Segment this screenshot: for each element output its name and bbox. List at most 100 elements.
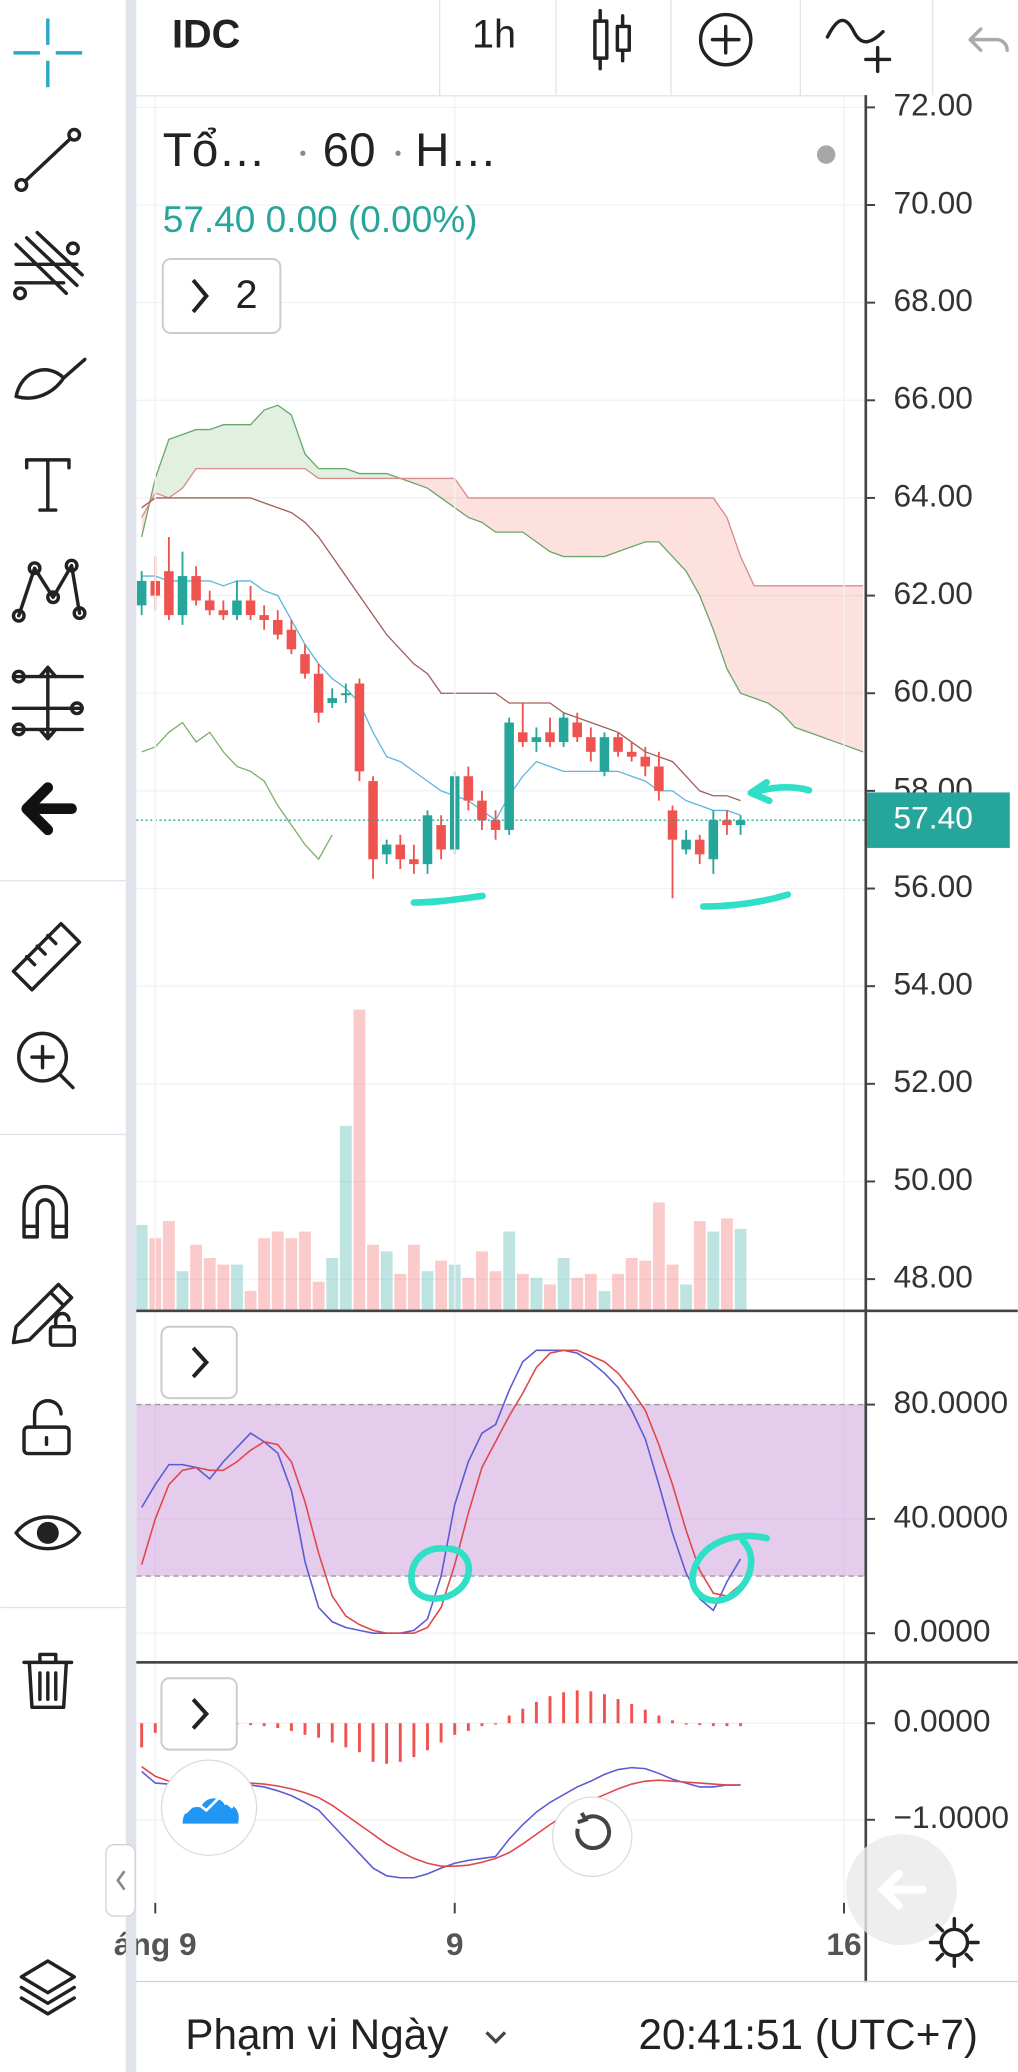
interval[interactable]: 1h bbox=[472, 12, 516, 56]
candle-body bbox=[654, 766, 664, 791]
candle-body bbox=[490, 820, 501, 830]
cloud bbox=[277, 405, 292, 469]
stoch-toggle[interactable] bbox=[160, 1325, 238, 1400]
indicators-toggle[interactable] bbox=[161, 258, 282, 334]
candle-body bbox=[422, 815, 433, 865]
crosshair-tool[interactable] bbox=[13, 18, 83, 88]
volume-bar bbox=[612, 1273, 625, 1311]
legend-exchange: H… bbox=[415, 124, 497, 177]
volume-bar bbox=[557, 1258, 570, 1311]
pattern-tool[interactable] bbox=[11, 558, 87, 623]
histogram-bar bbox=[589, 1691, 593, 1724]
delete-tool[interactable] bbox=[22, 1652, 74, 1710]
macd-toggle[interactable] bbox=[160, 1677, 238, 1751]
cloud bbox=[835, 585, 850, 747]
panel bbox=[136, 106, 866, 1311]
cloud bbox=[849, 585, 864, 752]
ruler-tool[interactable] bbox=[11, 921, 82, 992]
histogram-bar bbox=[643, 1709, 647, 1724]
separator bbox=[670, 0, 672, 96]
range-chevron[interactable] bbox=[485, 2031, 507, 2044]
histogram-bar bbox=[466, 1723, 470, 1731]
candle-body bbox=[722, 820, 732, 826]
brush-tool[interactable] bbox=[14, 357, 87, 400]
volume-bar bbox=[544, 1284, 556, 1311]
x-tick-label: 9 bbox=[446, 1926, 464, 1962]
lock-drawings-tool[interactable] bbox=[11, 1282, 76, 1347]
histogram-bar bbox=[140, 1723, 144, 1748]
candle-body bbox=[300, 654, 310, 674]
settings-button[interactable] bbox=[928, 1916, 980, 1969]
histogram-bar bbox=[534, 1701, 538, 1724]
symbol[interactable]: IDC bbox=[172, 12, 240, 56]
measure-tool[interactable] bbox=[11, 665, 84, 741]
text-tool[interactable] bbox=[24, 458, 71, 512]
candle-body bbox=[164, 571, 174, 616]
layers-tool[interactable] bbox=[19, 1959, 76, 2016]
histogram-bar bbox=[575, 1690, 579, 1724]
volume-bar bbox=[516, 1273, 529, 1311]
chart-style-button[interactable] bbox=[593, 8, 631, 71]
volume-bar bbox=[299, 1231, 311, 1311]
candle-body bbox=[436, 825, 446, 850]
magnet-tool[interactable] bbox=[22, 1184, 69, 1239]
trend-line-tool[interactable] bbox=[14, 127, 82, 193]
zoom-tool[interactable] bbox=[17, 1031, 75, 1090]
separator bbox=[799, 0, 802, 96]
visibility-tool[interactable] bbox=[14, 1515, 82, 1551]
x-tick-label: 16 bbox=[826, 1926, 861, 1962]
y-tick-label: 48.00 bbox=[894, 1258, 973, 1294]
y-tick-label: 52.00 bbox=[894, 1063, 973, 1099]
volume-bar bbox=[639, 1260, 652, 1311]
floating-chart-button[interactable] bbox=[160, 1759, 258, 1856]
add-button[interactable] bbox=[698, 12, 753, 67]
back-tool[interactable] bbox=[21, 782, 77, 836]
kijun bbox=[141, 497, 741, 802]
cloud bbox=[291, 414, 306, 469]
candle-body bbox=[518, 732, 528, 743]
candle-body bbox=[545, 732, 555, 743]
histogram-bar bbox=[330, 1723, 334, 1743]
volume-bar bbox=[503, 1231, 516, 1311]
collapse-tab[interactable] bbox=[105, 1844, 136, 1917]
volume-bar bbox=[162, 1221, 175, 1311]
toolbar-separator bbox=[0, 880, 126, 882]
reset-button[interactable] bbox=[551, 1796, 633, 1878]
cloud bbox=[345, 468, 360, 479]
volume-bar bbox=[421, 1271, 434, 1311]
volume-bar bbox=[258, 1238, 271, 1311]
cloud bbox=[726, 517, 741, 694]
undo-button[interactable] bbox=[968, 27, 1009, 52]
cloud bbox=[359, 473, 374, 479]
y-tick-label: 54.00 bbox=[894, 966, 973, 1002]
volume-bar bbox=[380, 1251, 393, 1311]
span-b bbox=[141, 467, 864, 587]
indicators-button[interactable] bbox=[825, 18, 892, 74]
cloud bbox=[413, 478, 428, 489]
histogram-bar bbox=[357, 1723, 361, 1753]
volume-bar bbox=[707, 1231, 720, 1311]
candle-body bbox=[259, 615, 269, 620]
scroll-latest-button[interactable] bbox=[845, 1834, 957, 1946]
histogram-bar bbox=[698, 1723, 702, 1726]
histogram-bar bbox=[453, 1723, 457, 1735]
histogram-bar bbox=[153, 1723, 157, 1733]
cloud bbox=[373, 473, 387, 479]
candle-body bbox=[477, 800, 487, 821]
volume-bar bbox=[435, 1260, 448, 1311]
cloud bbox=[795, 585, 809, 733]
candle-body bbox=[354, 683, 365, 772]
volume-bar bbox=[244, 1291, 257, 1311]
y-tick-label: 40.0000 bbox=[894, 1498, 1009, 1534]
candle-body bbox=[286, 629, 297, 650]
volume-bar bbox=[625, 1258, 638, 1311]
cloud bbox=[740, 556, 755, 699]
histogram-bar bbox=[630, 1703, 634, 1724]
range-selector[interactable]: Phạm vi Ngày bbox=[185, 2011, 449, 2058]
cloud bbox=[645, 497, 659, 542]
unlock-tool[interactable] bbox=[22, 1399, 71, 1456]
histogram-bar bbox=[725, 1723, 729, 1727]
fib-tool[interactable] bbox=[13, 230, 84, 301]
histogram-bar bbox=[249, 1723, 253, 1726]
